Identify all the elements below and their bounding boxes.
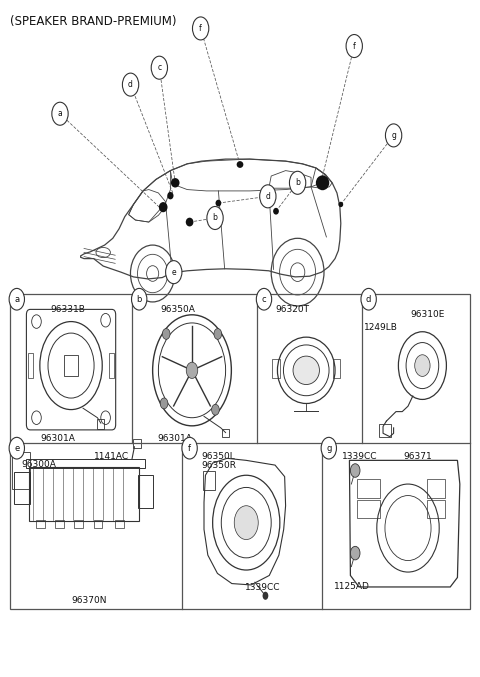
Text: 96331B: 96331B: [50, 305, 85, 314]
Bar: [133, 439, 141, 448]
Text: f: f: [199, 24, 202, 33]
Circle shape: [415, 355, 430, 376]
Circle shape: [160, 398, 168, 409]
Text: 96301A: 96301A: [40, 434, 75, 443]
Text: 1125AD: 1125AD: [334, 582, 370, 592]
Bar: [138, 475, 153, 508]
Bar: [357, 479, 380, 498]
Text: 1141AC: 1141AC: [94, 452, 129, 462]
Circle shape: [182, 437, 197, 459]
Text: d: d: [366, 294, 372, 304]
Circle shape: [166, 261, 182, 284]
Bar: [379, 424, 391, 437]
Bar: [427, 500, 445, 518]
Text: a: a: [14, 294, 19, 304]
Bar: [357, 500, 380, 518]
Ellipse shape: [273, 208, 279, 215]
Bar: [203, 471, 215, 490]
Ellipse shape: [338, 202, 343, 207]
Circle shape: [186, 362, 198, 378]
Bar: [64, 355, 78, 376]
Bar: [12, 452, 30, 489]
Text: 96350R: 96350R: [201, 461, 236, 471]
Circle shape: [234, 506, 258, 540]
Circle shape: [52, 102, 68, 125]
Text: e: e: [171, 267, 176, 277]
Text: 96370N: 96370N: [71, 596, 107, 605]
Circle shape: [289, 171, 306, 194]
Circle shape: [122, 73, 139, 96]
Circle shape: [207, 206, 223, 230]
Text: b: b: [136, 294, 142, 304]
Text: b: b: [213, 213, 217, 223]
Text: 1339CC: 1339CC: [342, 452, 377, 462]
Bar: [427, 479, 445, 498]
Ellipse shape: [186, 217, 193, 226]
Circle shape: [260, 185, 276, 208]
Circle shape: [350, 546, 360, 560]
Circle shape: [256, 288, 272, 310]
Text: 1339CC: 1339CC: [245, 583, 281, 592]
Bar: [115, 520, 124, 528]
Bar: [14, 472, 30, 504]
Text: f: f: [188, 443, 191, 453]
Circle shape: [361, 288, 376, 310]
Bar: [94, 520, 102, 528]
Circle shape: [350, 464, 360, 477]
Bar: [36, 520, 45, 528]
Circle shape: [9, 437, 24, 459]
Text: e: e: [14, 443, 19, 453]
Text: g: g: [391, 131, 396, 140]
Circle shape: [132, 288, 147, 310]
Ellipse shape: [159, 202, 168, 213]
Ellipse shape: [216, 200, 221, 206]
Text: a: a: [58, 109, 62, 118]
Text: 1249LB: 1249LB: [364, 323, 397, 332]
Text: 96310E: 96310E: [410, 310, 444, 320]
Bar: [10, 294, 470, 609]
Text: d: d: [128, 80, 133, 89]
Circle shape: [385, 124, 402, 147]
Ellipse shape: [293, 356, 320, 385]
Text: 96371: 96371: [403, 452, 432, 462]
Circle shape: [151, 56, 168, 79]
Circle shape: [212, 404, 219, 415]
Text: f: f: [353, 41, 356, 51]
Bar: [28, 353, 33, 378]
Text: 96350L: 96350L: [202, 452, 235, 462]
Text: g: g: [326, 443, 332, 453]
Ellipse shape: [167, 192, 173, 200]
Bar: [29, 467, 139, 521]
Circle shape: [162, 328, 170, 339]
Circle shape: [9, 288, 24, 310]
Bar: [109, 353, 114, 378]
Ellipse shape: [171, 178, 180, 188]
Ellipse shape: [237, 161, 243, 168]
Text: d: d: [265, 192, 270, 201]
Circle shape: [346, 35, 362, 58]
Text: 96350A: 96350A: [160, 305, 195, 314]
Circle shape: [321, 437, 336, 459]
Bar: [272, 359, 280, 378]
Text: 96320T: 96320T: [276, 305, 310, 314]
Text: 96301A: 96301A: [158, 434, 192, 443]
Bar: [55, 520, 64, 528]
Circle shape: [214, 328, 222, 339]
Text: 96300A: 96300A: [22, 460, 57, 469]
Text: b: b: [295, 178, 300, 188]
Bar: [74, 520, 83, 528]
Bar: [333, 359, 340, 378]
Text: c: c: [262, 294, 266, 304]
Text: c: c: [157, 63, 161, 72]
Text: (SPEAKER BRAND-PREMIUM): (SPEAKER BRAND-PREMIUM): [10, 15, 176, 28]
Bar: [26, 459, 145, 468]
Ellipse shape: [316, 175, 329, 190]
Circle shape: [192, 17, 209, 40]
Circle shape: [263, 592, 268, 600]
